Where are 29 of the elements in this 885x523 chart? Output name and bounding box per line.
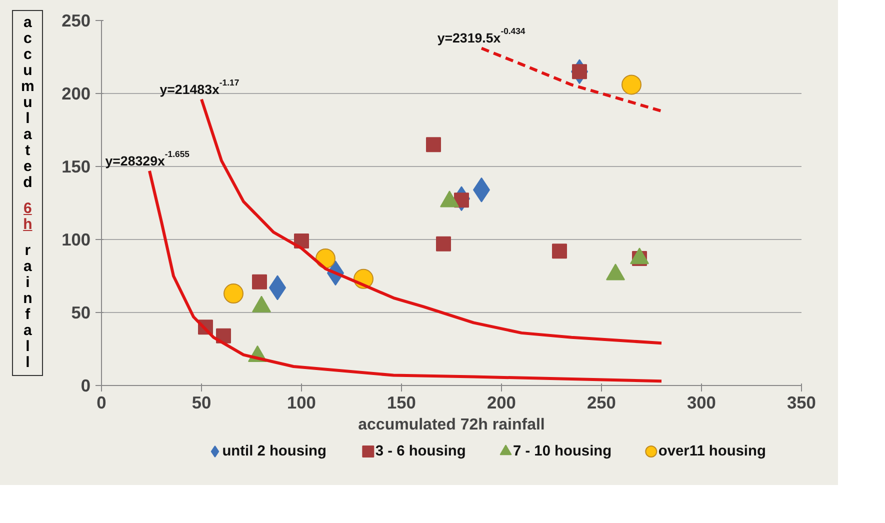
point <box>252 274 267 290</box>
x-tick-label: 350 <box>787 392 816 412</box>
y-tick-label: 0 <box>80 376 91 396</box>
x-tick-label: 50 <box>192 392 212 412</box>
x-tick-label: 250 <box>587 392 616 412</box>
line-series <box>148 169 663 383</box>
x-axis-title: accumulated 72h rainfall <box>358 416 545 434</box>
y-tick-label: 50 <box>71 302 91 322</box>
legend-label: until 2 housing <box>222 444 326 460</box>
legend-label: 7 - 10 housing <box>513 444 612 460</box>
point <box>552 244 567 259</box>
point <box>436 236 451 252</box>
y-tick-label: 250 <box>62 10 91 30</box>
text: accumulated 6h rainfall <box>21 14 34 371</box>
x-tick-label: 0 <box>96 392 106 412</box>
line-series <box>200 98 663 345</box>
x-tick-label: 300 <box>687 392 716 412</box>
y-tick-label: 100 <box>62 230 91 250</box>
x-tick-label: 200 <box>487 392 516 412</box>
line-series <box>480 46 663 113</box>
legend-label: over11 housing <box>658 444 766 460</box>
point <box>426 137 441 152</box>
point <box>622 74 642 95</box>
x-tick-label: 100 <box>287 392 316 412</box>
legend-label: 3 - 6 housing <box>375 444 466 460</box>
point <box>224 284 244 304</box>
y-tick-label: 150 <box>62 156 91 176</box>
y-tick-label: 200 <box>62 84 91 104</box>
x-tick-label: 150 <box>387 392 416 412</box>
